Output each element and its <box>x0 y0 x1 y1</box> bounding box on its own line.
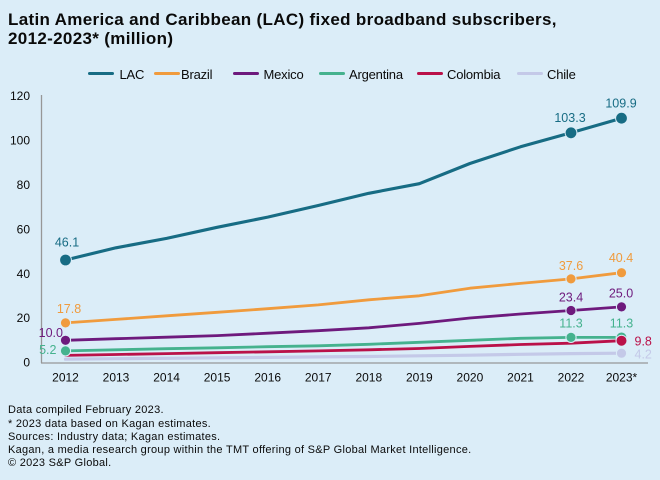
svg-text:2012: 2012 <box>52 371 79 385</box>
svg-text:23.4: 23.4 <box>559 290 583 304</box>
svg-text:40.4: 40.4 <box>609 251 633 265</box>
svg-text:10.0: 10.0 <box>39 326 63 340</box>
svg-text:9.8: 9.8 <box>635 335 652 349</box>
svg-text:17.8: 17.8 <box>57 302 81 316</box>
svg-text:37.6: 37.6 <box>559 259 583 273</box>
svg-text:11.3: 11.3 <box>610 317 633 331</box>
svg-text:4.2: 4.2 <box>635 347 652 361</box>
svg-text:25.0: 25.0 <box>609 287 633 301</box>
svg-text:2017: 2017 <box>305 371 332 385</box>
svg-text:2018: 2018 <box>355 371 382 385</box>
svg-text:2016: 2016 <box>254 371 281 385</box>
svg-text:2014: 2014 <box>153 371 180 385</box>
svg-text:80: 80 <box>17 178 31 192</box>
svg-text:2013: 2013 <box>103 371 130 385</box>
svg-text:103.3: 103.3 <box>554 111 585 125</box>
svg-text:2015: 2015 <box>204 371 231 385</box>
svg-text:60: 60 <box>17 222 31 236</box>
svg-text:2022: 2022 <box>558 371 585 385</box>
svg-text:5.2: 5.2 <box>39 343 56 357</box>
svg-text:40: 40 <box>17 267 31 281</box>
svg-text:2020: 2020 <box>457 371 484 385</box>
svg-text:2019: 2019 <box>406 371 433 385</box>
svg-text:11.3: 11.3 <box>559 317 582 331</box>
svg-text:109.9: 109.9 <box>605 97 636 111</box>
svg-text:46.1: 46.1 <box>55 236 79 250</box>
svg-text:120: 120 <box>10 89 30 103</box>
svg-text:100: 100 <box>10 133 30 147</box>
svg-text:2021: 2021 <box>507 371 534 385</box>
svg-text:0: 0 <box>23 356 30 370</box>
svg-text:2023*: 2023* <box>606 371 638 385</box>
svg-text:20: 20 <box>17 311 31 325</box>
